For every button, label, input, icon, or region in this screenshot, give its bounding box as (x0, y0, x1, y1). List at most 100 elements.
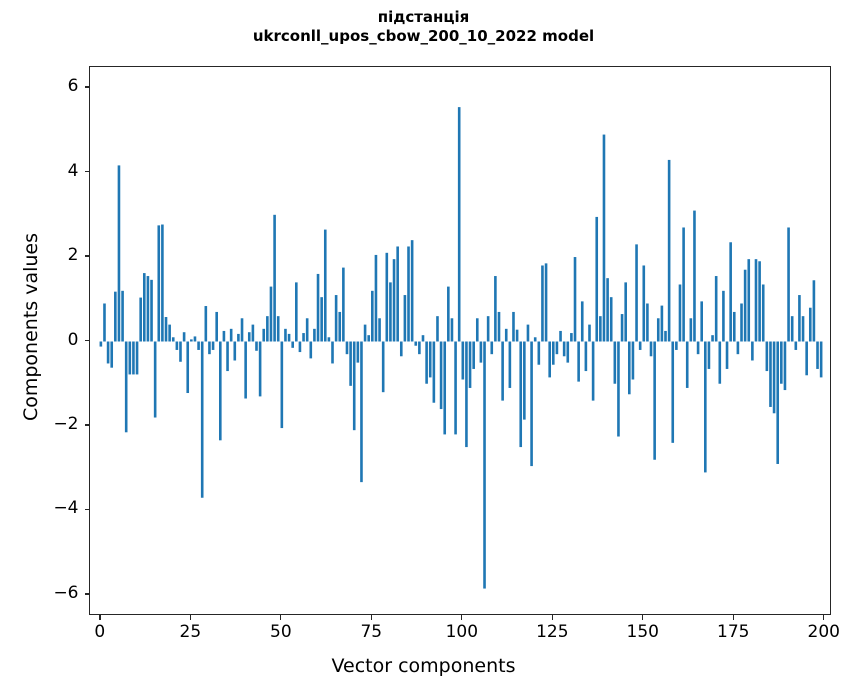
bar (544, 263, 548, 342)
x-tick-mark (551, 615, 553, 620)
bar (186, 341, 190, 394)
x-tick-mark (280, 615, 282, 620)
bar (671, 341, 675, 443)
bar (551, 341, 555, 365)
bar (523, 341, 526, 420)
bar (298, 341, 302, 353)
bar (287, 333, 291, 342)
bar (696, 341, 700, 355)
bar (251, 324, 255, 342)
bar (490, 341, 494, 355)
bar (631, 341, 635, 380)
bar (729, 242, 732, 342)
bar (240, 318, 244, 342)
bar (682, 227, 685, 342)
x-tick-label: 125 (536, 622, 569, 642)
bar (685, 341, 689, 388)
bar (656, 318, 660, 342)
bar (338, 311, 342, 342)
bar (751, 341, 754, 361)
bar (573, 257, 577, 342)
bar (780, 341, 783, 384)
bar (740, 303, 743, 342)
bar (381, 341, 385, 393)
bar (588, 324, 591, 342)
bar (392, 259, 396, 342)
bar (197, 341, 200, 350)
bar (226, 341, 229, 372)
bar (613, 341, 617, 384)
bar (244, 341, 247, 399)
bar (468, 341, 472, 388)
bar (106, 341, 110, 364)
bar (114, 291, 117, 342)
bar (530, 341, 533, 467)
bar (649, 341, 653, 357)
bar (457, 107, 461, 342)
bar (461, 341, 465, 380)
bar (421, 335, 425, 342)
bar (356, 341, 360, 363)
bar (360, 341, 363, 483)
bar (161, 224, 164, 342)
bar (584, 341, 588, 372)
bar (128, 341, 132, 375)
bar (323, 229, 327, 342)
x-axis-label: Vector components (331, 655, 516, 677)
bar (237, 333, 240, 342)
bar (758, 261, 761, 342)
bar (472, 341, 475, 369)
bar (443, 341, 447, 435)
bar (599, 316, 602, 342)
bar (624, 282, 627, 342)
bar (208, 341, 211, 355)
x-tick-label: 25 (179, 622, 202, 642)
bar (504, 328, 508, 342)
bar (367, 335, 371, 342)
x-tick-mark (99, 615, 101, 620)
bar (258, 341, 262, 397)
bar (385, 252, 389, 342)
bar (801, 316, 805, 342)
bar (761, 284, 765, 342)
bar (200, 341, 204, 498)
x-tick-mark (370, 615, 372, 620)
bar (519, 341, 523, 448)
bar (628, 341, 631, 395)
bar (179, 341, 182, 362)
bar (794, 341, 798, 350)
bar (711, 335, 714, 342)
bar (548, 341, 551, 378)
bar (334, 295, 338, 342)
bar (562, 341, 566, 357)
bar (617, 341, 620, 437)
bar (725, 341, 729, 369)
x-tick-label: 200 (807, 622, 840, 642)
bar (190, 339, 193, 342)
bar (765, 341, 769, 372)
bar (139, 297, 142, 342)
bar (182, 332, 186, 342)
bar (494, 276, 497, 342)
bar (450, 318, 454, 342)
bar (483, 341, 486, 589)
bar (642, 265, 646, 342)
bar (233, 341, 237, 361)
bar (295, 282, 298, 342)
bar (805, 341, 808, 376)
bar (414, 341, 418, 346)
bar (352, 341, 356, 431)
bar (700, 301, 703, 342)
bar (320, 297, 323, 342)
bar (327, 337, 331, 342)
bar (497, 311, 501, 342)
bar (302, 333, 305, 342)
bar (157, 225, 161, 342)
bar (428, 341, 432, 378)
bar (280, 341, 284, 429)
bar (399, 341, 403, 357)
x-tick-mark (461, 615, 463, 620)
x-tick-label: 100 (445, 622, 479, 642)
bar (110, 341, 114, 368)
